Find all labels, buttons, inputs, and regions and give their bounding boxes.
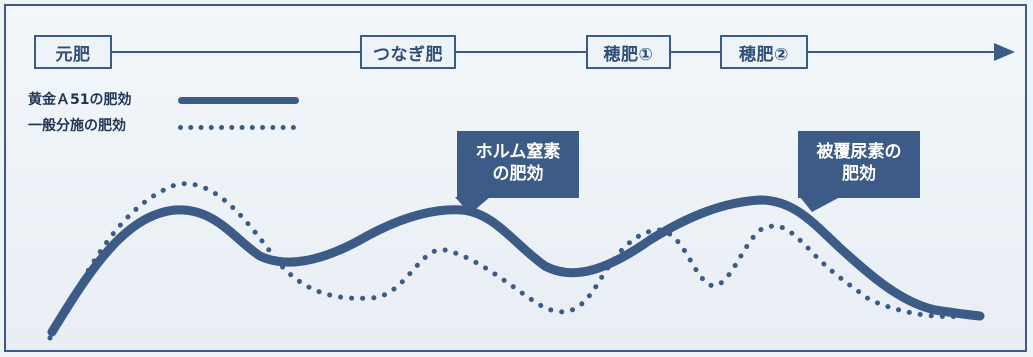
legend-item-solid: 黄金Ａ51の肥効 — [28, 89, 299, 111]
stage-box-bridge: つなぎ肥 — [360, 35, 456, 69]
stage-box-basal: 元肥 — [34, 35, 112, 69]
legend-dotted-line-icon — [178, 125, 296, 130]
stage-box-panicle-2: 穂肥② — [720, 35, 808, 69]
stage-box-panicle-1: 穂肥① — [586, 35, 671, 69]
callout-horm-nitrogen: ホルム窒素 の肥効 — [457, 131, 579, 198]
legend-solid-line-icon — [178, 97, 299, 104]
arrowhead-icon — [994, 43, 1015, 61]
legend: 黄金Ａ51の肥効 一般分施の肥効 — [28, 89, 299, 143]
callout-coated-urea: 被覆尿素の 肥効 — [798, 131, 920, 198]
legend-item-dotted: 一般分施の肥効 — [28, 115, 296, 137]
legend-label-solid: 黄金Ａ51の肥効 — [28, 92, 132, 108]
dotted-curve-general — [47, 181, 978, 341]
callout-pointer-horm — [455, 197, 490, 214]
callout-pointer-coated — [800, 197, 840, 212]
solid-curve-golden-a51 — [47, 195, 985, 337]
legend-label-dotted: 一般分施の肥効 — [28, 118, 126, 134]
